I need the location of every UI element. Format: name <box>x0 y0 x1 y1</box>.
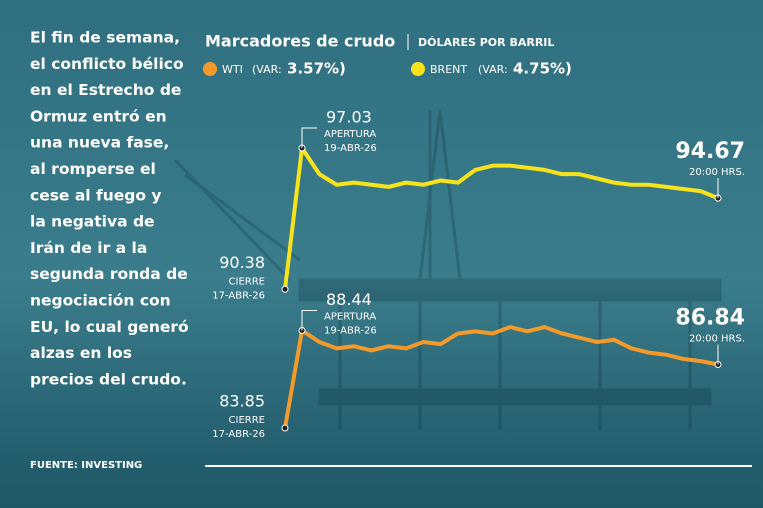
legend-swatch <box>411 62 425 76</box>
value-label: 97.03 <box>326 108 372 127</box>
open-note: 19-ABR-26 <box>324 325 377 336</box>
description-line: cese al fuego y <box>30 186 162 204</box>
legend-change-text: (VAR: <box>252 63 282 76</box>
description-line: segunda ronda de <box>30 265 188 283</box>
description-line: EU, lo cual generó <box>30 318 189 336</box>
value-label: 90.38 <box>219 253 265 272</box>
chart-title: Marcadores de crudo <box>205 32 395 51</box>
open-note: 19-ABR-26 <box>324 143 377 154</box>
description-line: la negativa de <box>30 213 155 231</box>
description-line: el conflicto bélico <box>30 55 184 73</box>
description-line: El fin de semana, <box>30 29 180 47</box>
description-line: alzas en los <box>30 344 132 362</box>
open-note: APERTURA <box>324 129 376 140</box>
legend-swatch <box>203 62 217 76</box>
point-marker <box>282 425 288 431</box>
point-marker <box>282 286 288 292</box>
description-line: una nueva fase, <box>30 134 169 152</box>
last-note: 20:00 HRS. <box>689 333 745 344</box>
value-label: 83.85 <box>219 392 265 411</box>
description-line: en el Estrecho de <box>30 81 181 99</box>
legend-change: 4.75%) <box>513 60 572 78</box>
close-note: CIERRE <box>229 415 265 426</box>
legend-change-text: (VAR: <box>478 63 508 76</box>
source: FUENTE: INVESTING <box>30 460 142 471</box>
close-note: 17-ABR-26 <box>212 429 265 440</box>
last-note: 20:00 HRS. <box>689 167 745 178</box>
description-line: precios del crudo. <box>30 370 187 388</box>
chart-subtitle: DÓLARES POR BARRIL <box>418 36 554 49</box>
open-note: APERTURA <box>324 311 376 322</box>
value-label: 88.44 <box>326 290 372 309</box>
close-note: 17-ABR-26 <box>212 290 265 301</box>
description-line: Ormuz entró en <box>30 107 167 125</box>
close-note: CIERRE <box>229 276 265 287</box>
description-line: Irán de ir a la <box>30 239 147 257</box>
legend-label: WTI <box>222 63 243 76</box>
description-line: al romperse el <box>30 160 156 178</box>
value-label: 94.67 <box>675 139 745 164</box>
value-label: 86.84 <box>675 305 745 330</box>
description-line: negociación con <box>30 292 171 310</box>
legend-change: 3.57%) <box>287 60 346 78</box>
infographic: Marcadores de crudo DÓLARES POR BARRIL F… <box>0 0 763 508</box>
legend-label: BRENT <box>430 63 467 76</box>
